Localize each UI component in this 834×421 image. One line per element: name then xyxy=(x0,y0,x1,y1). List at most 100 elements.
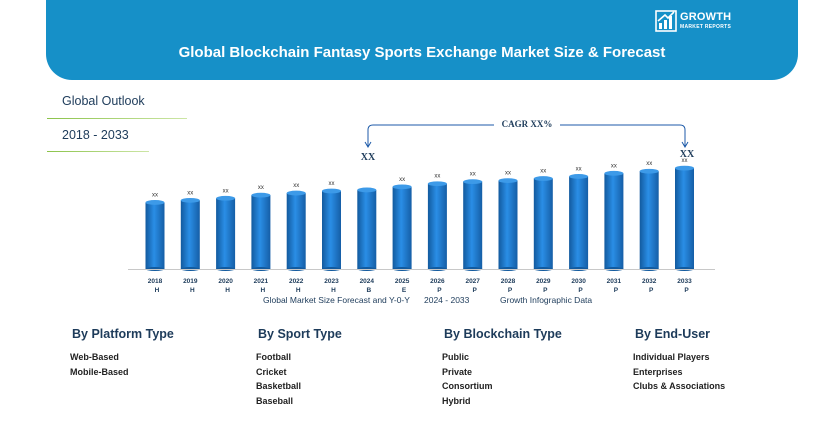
x-tick-suffix: H xyxy=(261,287,266,294)
x-tick-suffix: P xyxy=(508,287,513,294)
bar-top-cap xyxy=(675,165,694,171)
bar-group-2022 xyxy=(286,190,306,271)
segment-item: Cricket xyxy=(256,366,287,377)
x-tick-label: 2029 xyxy=(536,278,551,285)
logo-text-primary: GROWTH xyxy=(680,11,732,23)
segment-platform-type: By Platform Type Web-Based Mobile-Based xyxy=(70,327,174,379)
x-tick-label: 2022 xyxy=(289,278,304,285)
x-tick-label: 2033 xyxy=(677,278,692,285)
x-tick-label: 2031 xyxy=(607,278,622,285)
cagr-label: CAGR XX% xyxy=(502,119,553,129)
x-tick-suffix: E xyxy=(402,287,407,294)
segment-item: Consortium xyxy=(442,381,493,392)
x-tick-suffix: H xyxy=(155,287,160,294)
x-tick-label: 2021 xyxy=(254,278,269,285)
bar-value-label: xx xyxy=(576,166,582,172)
bar-top-cap xyxy=(463,179,483,185)
bar-group-2030 xyxy=(569,174,589,271)
bar-value-label: xx xyxy=(258,185,264,191)
bar-value-label: xx xyxy=(152,192,158,198)
segment-item: Public xyxy=(442,352,470,362)
bar-top-cap xyxy=(427,181,447,187)
bar-2031 xyxy=(604,173,624,269)
bar-group-2032 xyxy=(639,168,659,271)
bar-value-label: xx xyxy=(293,183,299,189)
bar-group-2031 xyxy=(604,170,624,271)
years-divider xyxy=(47,151,149,152)
bar-group-2029 xyxy=(533,176,553,271)
logo-text-secondary: MARKET REPORTS xyxy=(680,24,732,30)
bar-group-2033 xyxy=(675,165,694,271)
bar-group-2027 xyxy=(463,179,483,271)
segment-item: Hybrid xyxy=(442,395,471,406)
bar-group-2021 xyxy=(251,192,271,271)
bar-group-2025 xyxy=(392,184,412,271)
segment-end-user: By End-User Individual Players Enterpris… xyxy=(633,327,726,394)
cagr-start-value: XX xyxy=(361,152,376,163)
x-tick-label: 2024 xyxy=(360,278,375,285)
bar-2023 xyxy=(322,191,341,269)
x-tick-label: 2032 xyxy=(642,278,657,285)
x-tick-label: 2026 xyxy=(430,278,445,285)
segment-title: By Sport Type xyxy=(258,327,342,341)
x-tick-label: 2020 xyxy=(218,278,233,285)
outlook-years: 2018 - 2033 xyxy=(62,128,129,142)
cagr-arrow-left xyxy=(364,141,372,148)
outlook-label: Global Outlook xyxy=(62,94,145,108)
x-tick-suffix: P xyxy=(543,287,548,294)
x-tick-label: 2030 xyxy=(571,278,586,285)
bar-2018 xyxy=(145,202,165,269)
chart-subtitle-mid: 2024 - 2033 xyxy=(424,295,470,305)
bar-group-2028 xyxy=(498,178,518,271)
bar-top-cap xyxy=(286,190,306,196)
bar-group-2024 xyxy=(357,187,377,271)
bar-2022 xyxy=(286,193,306,269)
bar-top-cap xyxy=(604,170,624,176)
x-tick-suffix: H xyxy=(190,287,195,294)
bar-value-label: xx xyxy=(540,169,546,175)
cagr-end-value: XX xyxy=(680,149,695,160)
cagr-arrow-right xyxy=(681,141,689,148)
bar-group-2026 xyxy=(427,181,447,271)
bar-value-label: xx xyxy=(329,181,335,187)
outlook-divider xyxy=(47,118,187,119)
bar-2028 xyxy=(498,180,518,269)
bar-2027 xyxy=(463,181,483,269)
bar-value-label: xx xyxy=(611,163,617,169)
bar-2020 xyxy=(216,198,236,269)
x-tick-label: 2023 xyxy=(324,278,339,285)
bar-top-cap xyxy=(180,197,200,203)
bar-group-2019 xyxy=(180,197,200,271)
x-tick-suffix: B xyxy=(366,287,371,294)
bar-value-label: xx xyxy=(682,158,688,164)
bar-2025 xyxy=(392,186,412,269)
segment-item: Enterprises xyxy=(633,366,683,377)
bar-2021 xyxy=(251,195,271,269)
bar-top-cap xyxy=(639,168,659,174)
x-tick-suffix: H xyxy=(331,287,336,294)
segment-item: Baseball xyxy=(256,395,294,406)
chart-subtitle-right: Growth Infographic Data xyxy=(500,295,593,305)
bar-top-cap xyxy=(145,200,165,205)
bar-top-cap xyxy=(569,174,589,179)
bar-value-label: xx xyxy=(223,188,229,194)
bar-top-cap xyxy=(216,195,236,201)
chart-title: Global Blockchain Fantasy Sports Exchang… xyxy=(178,44,666,61)
bar-top-cap xyxy=(533,176,553,181)
x-tick-label: 2028 xyxy=(501,278,516,285)
bar-2029 xyxy=(533,178,553,269)
bar-top-cap xyxy=(357,187,377,193)
bar-value-label: xx xyxy=(399,177,405,183)
bar-value-label: xx xyxy=(434,174,440,180)
segment-item: Clubs & Associations xyxy=(633,381,726,392)
bar-2033 xyxy=(675,168,694,269)
cagr-bracket: CAGR XX% XX XX xyxy=(361,117,695,163)
bar-2032 xyxy=(639,171,659,269)
x-tick-suffix: H xyxy=(296,287,301,294)
segment-item: Individual Players xyxy=(633,352,710,362)
x-tick-label: 2027 xyxy=(465,278,480,285)
x-tick-label: 2018 xyxy=(148,278,163,285)
segment-title: By Blockchain Type xyxy=(444,327,562,341)
segment-title: By Platform Type xyxy=(72,327,174,341)
